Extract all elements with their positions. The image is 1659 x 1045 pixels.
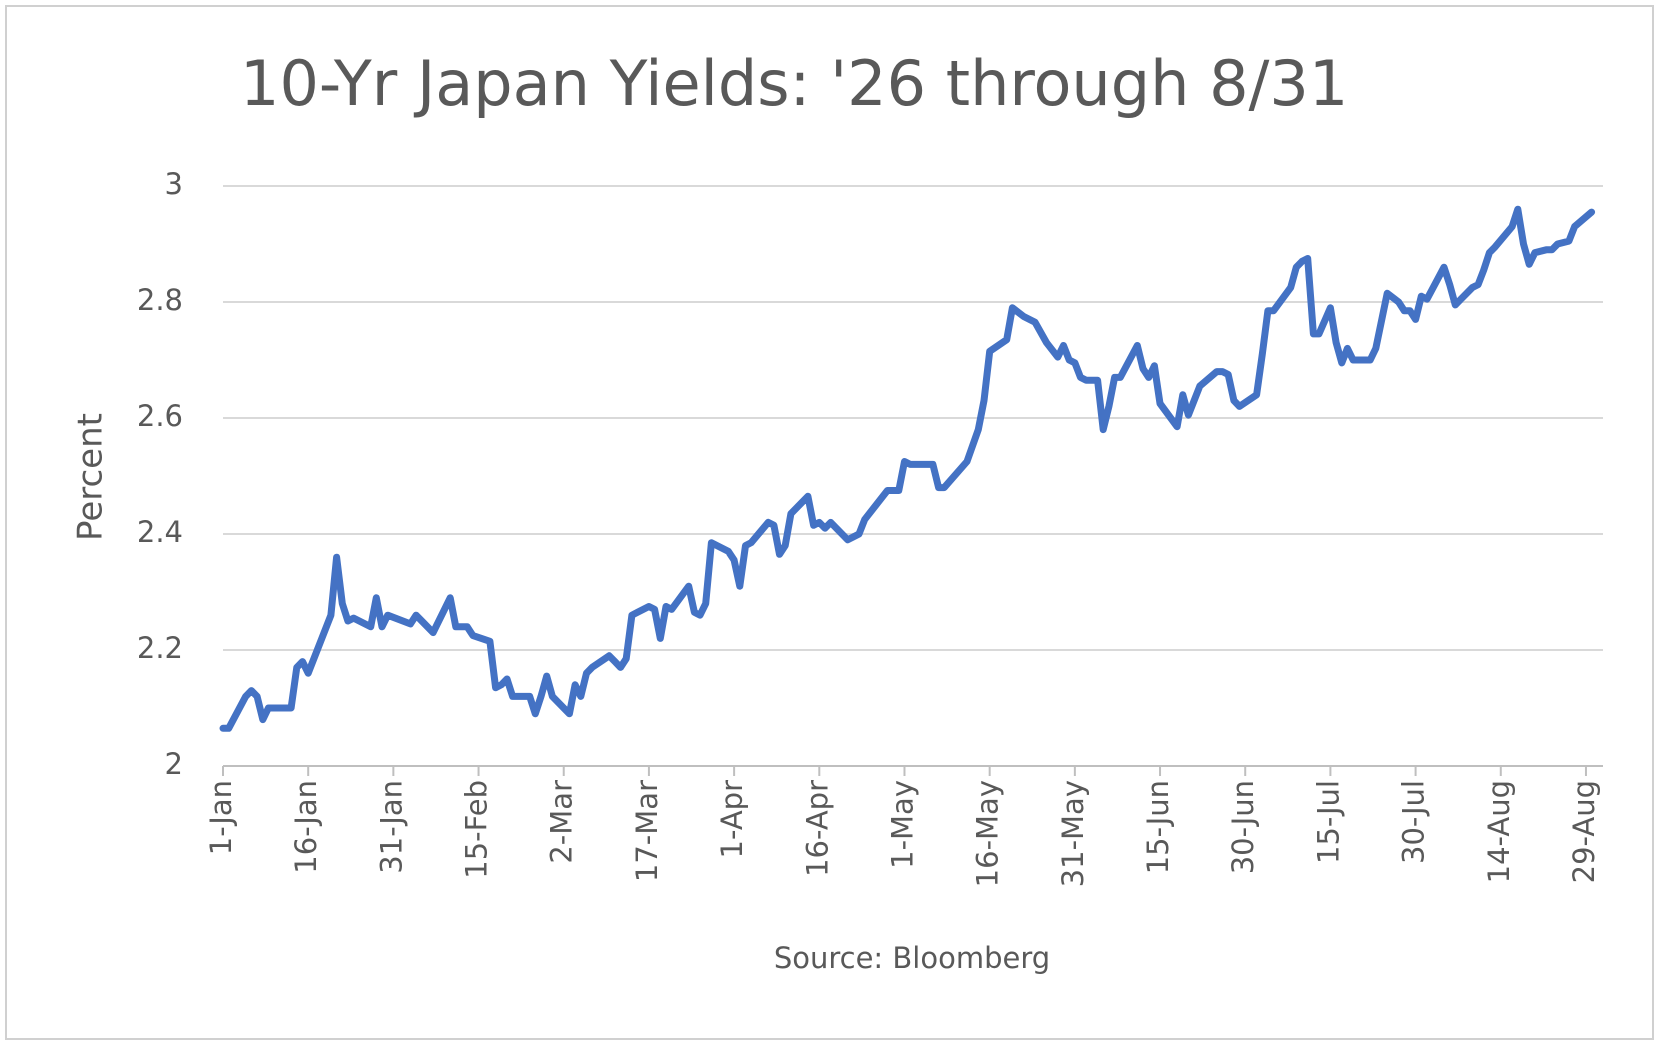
- y-tick-label: 2: [165, 747, 183, 781]
- x-tick-label: 30-Jul: [1397, 780, 1431, 864]
- x-tick-label: 29-Aug: [1567, 780, 1601, 883]
- x-tick-label: 15-Jun: [1141, 780, 1175, 874]
- x-tick-label: 15-Jul: [1311, 780, 1345, 864]
- x-tick-label: 1-Apr: [715, 780, 749, 859]
- x-tick-label: 30-Jun: [1226, 780, 1260, 874]
- x-tick-label: 16-Apr: [800, 780, 834, 877]
- x-tick-label: 1-Jan: [204, 780, 238, 855]
- y-tick-label: 3: [165, 167, 183, 201]
- y-tick-label: 2.4: [137, 515, 183, 549]
- chart-title: 10-Yr Japan Yields: '26 through 8/31: [240, 47, 1348, 120]
- x-tick-label: 1-May: [885, 780, 919, 869]
- y-tick-label: 2.6: [137, 399, 183, 433]
- x-tick-label: 2-Mar: [545, 780, 579, 864]
- x-tick-label: 17-Mar: [630, 780, 664, 882]
- y-axis-label: Percent: [71, 413, 111, 541]
- y-tick-label: 2.8: [137, 283, 183, 317]
- data-line: [219, 205, 1596, 732]
- x-tick-label: 14-Aug: [1482, 780, 1516, 883]
- x-tick-label: 15-Feb: [460, 780, 494, 879]
- x-tick-label: 16-Jan: [289, 780, 323, 874]
- x-tick-label: 31-Jan: [374, 780, 408, 874]
- x-tick-label: 31-May: [1056, 780, 1090, 887]
- x-axis-label: Source: Bloomberg: [774, 941, 1050, 975]
- y-tick-label: 2.2: [137, 631, 183, 665]
- x-tick-label: 16-May: [971, 780, 1005, 887]
